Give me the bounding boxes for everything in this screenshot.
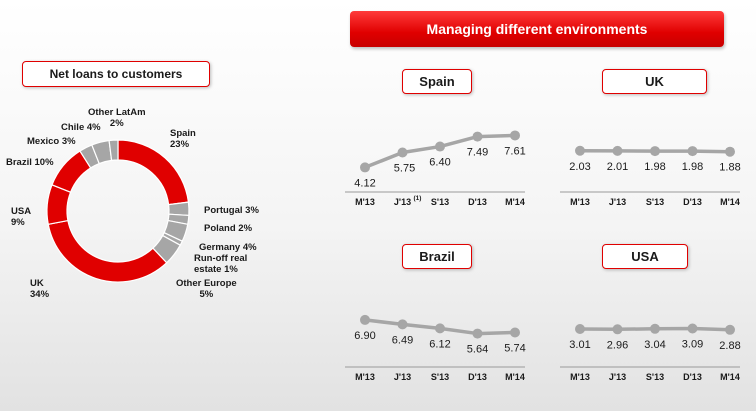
spain-tick-label: D'13 bbox=[468, 197, 487, 205]
brazil-point bbox=[472, 328, 483, 339]
brazil-point bbox=[397, 319, 408, 330]
spain-point bbox=[360, 162, 370, 173]
uk-value-label: 1.98 bbox=[682, 161, 703, 173]
uk-point bbox=[687, 146, 698, 157]
spain-value-label: 6.40 bbox=[429, 157, 450, 169]
usa-point bbox=[575, 323, 585, 334]
usa-point bbox=[612, 324, 623, 335]
spain-point bbox=[397, 147, 408, 158]
brazil-tick-label: D'13 bbox=[468, 372, 487, 380]
brazil-point bbox=[360, 314, 370, 325]
donut-label-spain: Spain 23% bbox=[170, 128, 196, 150]
uk-tick-label: J'13 bbox=[609, 197, 626, 205]
spain-value-label: 7.49 bbox=[467, 147, 488, 159]
donut-slice-uk bbox=[47, 219, 168, 283]
usa-line-chart: 3.01 M'13 2.96 J'13 3.04 S'13 3.09 D'13 2.88 M'14 bbox=[560, 323, 741, 380]
usa-point bbox=[650, 323, 660, 334]
donut-label-other-latam: Other LatAm 2% bbox=[88, 107, 146, 129]
section-banner: Managing different environments bbox=[350, 11, 724, 47]
brazil-value-label: 5.74 bbox=[504, 342, 525, 354]
donut-label-other-europe: Other Europe 5% bbox=[176, 278, 237, 300]
usa-tick-label: J'13 bbox=[609, 372, 626, 380]
uk-value-label: 2.03 bbox=[569, 161, 590, 173]
usa-value-label: 3.01 bbox=[569, 339, 590, 351]
banner-title: Managing different environments bbox=[426, 21, 648, 37]
uk-value-label: 1.88 bbox=[719, 162, 740, 174]
uk-tick-label: D'13 bbox=[683, 197, 702, 205]
usa-value-label: 3.09 bbox=[682, 338, 703, 350]
usa-chart-title: USA bbox=[602, 244, 688, 269]
uk-line-chart: 2.03 M'13 2.01 J'13 1.98 S'13 1.98 D'13 1.88 M'14 bbox=[560, 145, 741, 205]
donut-label-chile: Chile 4% bbox=[61, 122, 101, 133]
usa-tick-label: D'13 bbox=[683, 372, 702, 380]
donut-chart-title: Net loans to customers bbox=[22, 61, 210, 87]
donut-label-runoff: Run-off real estate 1% bbox=[194, 253, 248, 275]
usa-tick-label: S'13 bbox=[646, 372, 664, 380]
spain-chart-title: Spain bbox=[402, 69, 472, 94]
donut-label-portugal: Portugal 3% bbox=[204, 205, 259, 216]
spain-value-label: 5.75 bbox=[394, 163, 415, 175]
spain-tick-label: S'13 bbox=[431, 197, 449, 205]
spain-value-label: 4.12 bbox=[354, 177, 375, 189]
brazil-value-label: 6.90 bbox=[354, 330, 375, 342]
brazil-value-label: 6.49 bbox=[392, 334, 413, 346]
spain-tick-note: (1) bbox=[414, 195, 422, 202]
uk-value-label: 1.98 bbox=[644, 161, 665, 173]
uk-chart-title: UK bbox=[602, 69, 707, 94]
spain-point bbox=[435, 141, 445, 152]
usa-point bbox=[687, 323, 698, 334]
uk-point bbox=[650, 146, 660, 157]
brazil-point bbox=[435, 323, 445, 334]
brazil-value-label: 5.64 bbox=[467, 344, 488, 356]
donut-slice-portugal bbox=[167, 201, 190, 217]
brazil-line-chart: 6.90 M'13 6.49 J'13 6.12 S'13 5.64 D'13 5.74 M'14 bbox=[345, 314, 526, 380]
spain-tick-label: M'14 bbox=[505, 197, 525, 205]
donut-label-uk: UK 34% bbox=[30, 278, 50, 300]
spain-point bbox=[472, 131, 483, 142]
donut-slice-other-latam bbox=[108, 139, 119, 162]
spain-value-label: 7.61 bbox=[504, 145, 525, 157]
uk-value-label: 2.01 bbox=[607, 161, 628, 173]
usa-value-label: 2.88 bbox=[719, 340, 740, 352]
donut-label-usa: USA 9% bbox=[11, 206, 32, 228]
donut-label-mexico: Mexico 3% bbox=[27, 136, 76, 147]
donut-label-poland: Poland 2% bbox=[204, 223, 253, 234]
usa-value-label: 2.96 bbox=[607, 339, 628, 351]
usa-point bbox=[725, 324, 735, 335]
spain-point bbox=[510, 130, 520, 141]
donut-label-germany: Germany 4% bbox=[199, 242, 257, 253]
brazil-chart-title: Brazil bbox=[402, 244, 472, 269]
usa-value-label: 3.04 bbox=[644, 339, 665, 351]
uk-point bbox=[612, 145, 623, 156]
brazil-value-label: 6.12 bbox=[429, 338, 450, 350]
brazil-tick-label: M'14 bbox=[505, 372, 525, 380]
uk-tick-label: M'14 bbox=[720, 197, 740, 205]
donut-label-brazil: Brazil 10% bbox=[6, 157, 54, 168]
brazil-tick-label: J'13 bbox=[394, 372, 411, 380]
spain-tick-label: M'13 bbox=[355, 197, 375, 205]
usa-tick-label: M'14 bbox=[720, 372, 740, 380]
uk-point bbox=[575, 145, 585, 156]
spain-line-chart: 4.12 M'13 5.75 J'13 (1) 6.40 S'13 7.49 D'13 7.61 M… bbox=[345, 130, 526, 205]
brazil-tick-label: M'13 bbox=[355, 372, 375, 380]
uk-point bbox=[725, 146, 735, 157]
brazil-point bbox=[510, 327, 520, 338]
spain-tick-label: J'13 bbox=[394, 197, 411, 205]
usa-tick-label: M'13 bbox=[570, 372, 590, 380]
brazil-tick-label: S'13 bbox=[431, 372, 449, 380]
uk-tick-label: M'13 bbox=[570, 197, 590, 205]
uk-tick-label: S'13 bbox=[646, 197, 664, 205]
